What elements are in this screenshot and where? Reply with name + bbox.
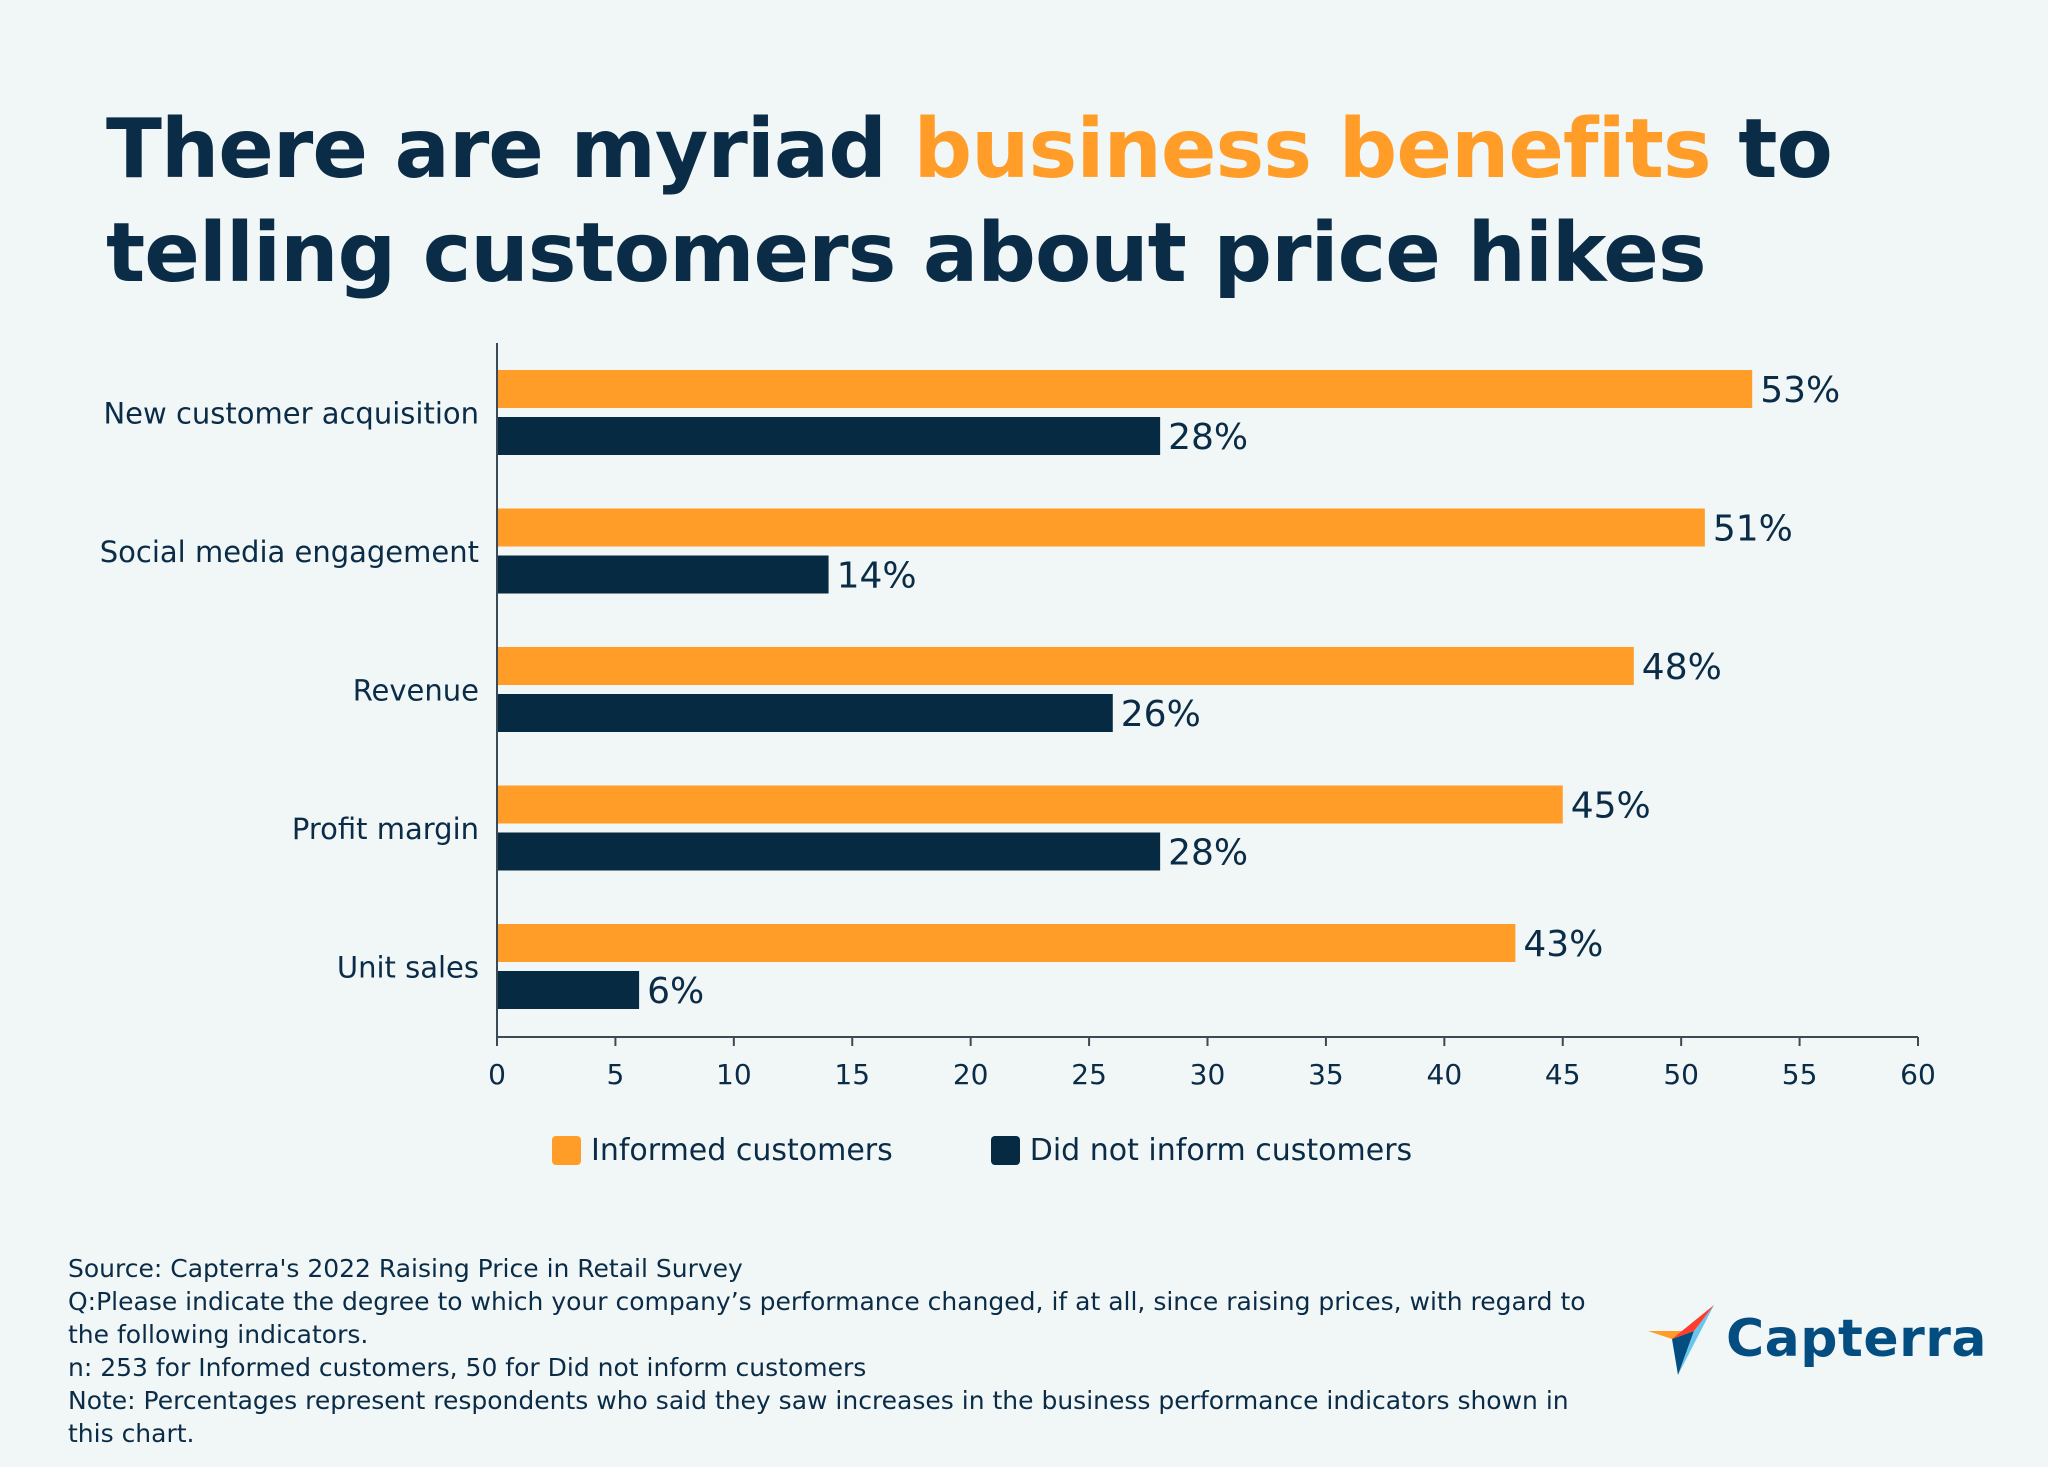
capterra-arrow-icon	[1648, 1305, 1714, 1375]
category-label: Unit sales	[337, 951, 479, 985]
bar-not-informed	[497, 555, 829, 594]
bar-informed	[497, 647, 1634, 685]
data-label: 45%	[1571, 786, 1651, 827]
legend-item-not-informed: Did not inform customers	[990, 1133, 1413, 1168]
bar-not-informed	[497, 832, 1161, 871]
legend-swatch-informed	[552, 1136, 581, 1165]
category-label: New customer acquisition	[103, 397, 479, 431]
data-label: 48%	[1642, 647, 1722, 688]
legend-swatch-not-informed	[990, 1136, 1020, 1165]
x-tick-label: 45	[1545, 1058, 1581, 1091]
data-label: 28%	[1168, 833, 1248, 874]
data-label: 28%	[1168, 417, 1248, 458]
data-label: 6%	[647, 971, 704, 1012]
methodology-note: Note: Percentages represent respondents …	[68, 1386, 1569, 1448]
legend-label-informed: Informed customers	[591, 1133, 893, 1168]
bar-informed	[497, 508, 1705, 547]
brand-name: Capterra	[1726, 1309, 1987, 1369]
x-tick-label: 55	[1782, 1058, 1818, 1091]
bar-not-informed	[497, 971, 640, 1009]
data-label: 14%	[837, 556, 917, 597]
bar-informed	[497, 785, 1563, 824]
category-label: Social media engagement	[100, 535, 479, 569]
x-tick-label: 25	[1071, 1058, 1107, 1091]
data-label: 26%	[1121, 694, 1201, 735]
x-tick-label: 35	[1308, 1058, 1344, 1091]
x-tick-label: 0	[488, 1058, 506, 1091]
sample-size-note: n: 253 for Informed customers, 50 for Di…	[68, 1353, 867, 1382]
capterra-logo: Capterra	[1648, 1303, 1987, 1375]
chart-footnotes: Source: Capterra's 2022 Raising Price in…	[68, 1252, 1588, 1450]
chart-legend: Informed customers Did not inform custom…	[552, 1133, 1510, 1168]
x-tick-label: 30	[1190, 1058, 1226, 1091]
title-highlight: business benefits	[913, 102, 1711, 197]
x-tick-label: 50	[1663, 1058, 1699, 1091]
x-tick-label: 5	[607, 1058, 625, 1091]
x-tick-label: 10	[716, 1058, 752, 1091]
survey-question-note: Q:Please indicate the degree to which yo…	[68, 1287, 1586, 1349]
category-label: Revenue	[353, 674, 479, 708]
source-note: Source: Capterra's 2022 Raising Price in…	[68, 1254, 743, 1283]
legend-label-not-informed: Did not inform customers	[1029, 1133, 1413, 1168]
bar-not-informed	[497, 417, 1161, 455]
data-label: 51%	[1713, 509, 1793, 550]
x-tick-label: 15	[834, 1058, 870, 1091]
title-text-end: to telling customers about price hikes	[106, 102, 1833, 301]
page-title: There are myriad business benefits to te…	[106, 98, 1946, 306]
legend-item-informed: Informed customers	[552, 1133, 893, 1168]
data-label: 53%	[1760, 370, 1840, 411]
title-text-start: There are myriad	[106, 102, 914, 197]
bar-informed	[497, 370, 1753, 408]
x-tick-label: 40	[1427, 1058, 1463, 1091]
x-tick-label: 20	[953, 1058, 989, 1091]
x-tick-label: 60	[1900, 1058, 1936, 1091]
category-label: Profit margin	[292, 812, 479, 846]
bar-not-informed	[497, 694, 1113, 732]
data-label: 43%	[1523, 924, 1603, 965]
bar-informed	[497, 924, 1516, 962]
